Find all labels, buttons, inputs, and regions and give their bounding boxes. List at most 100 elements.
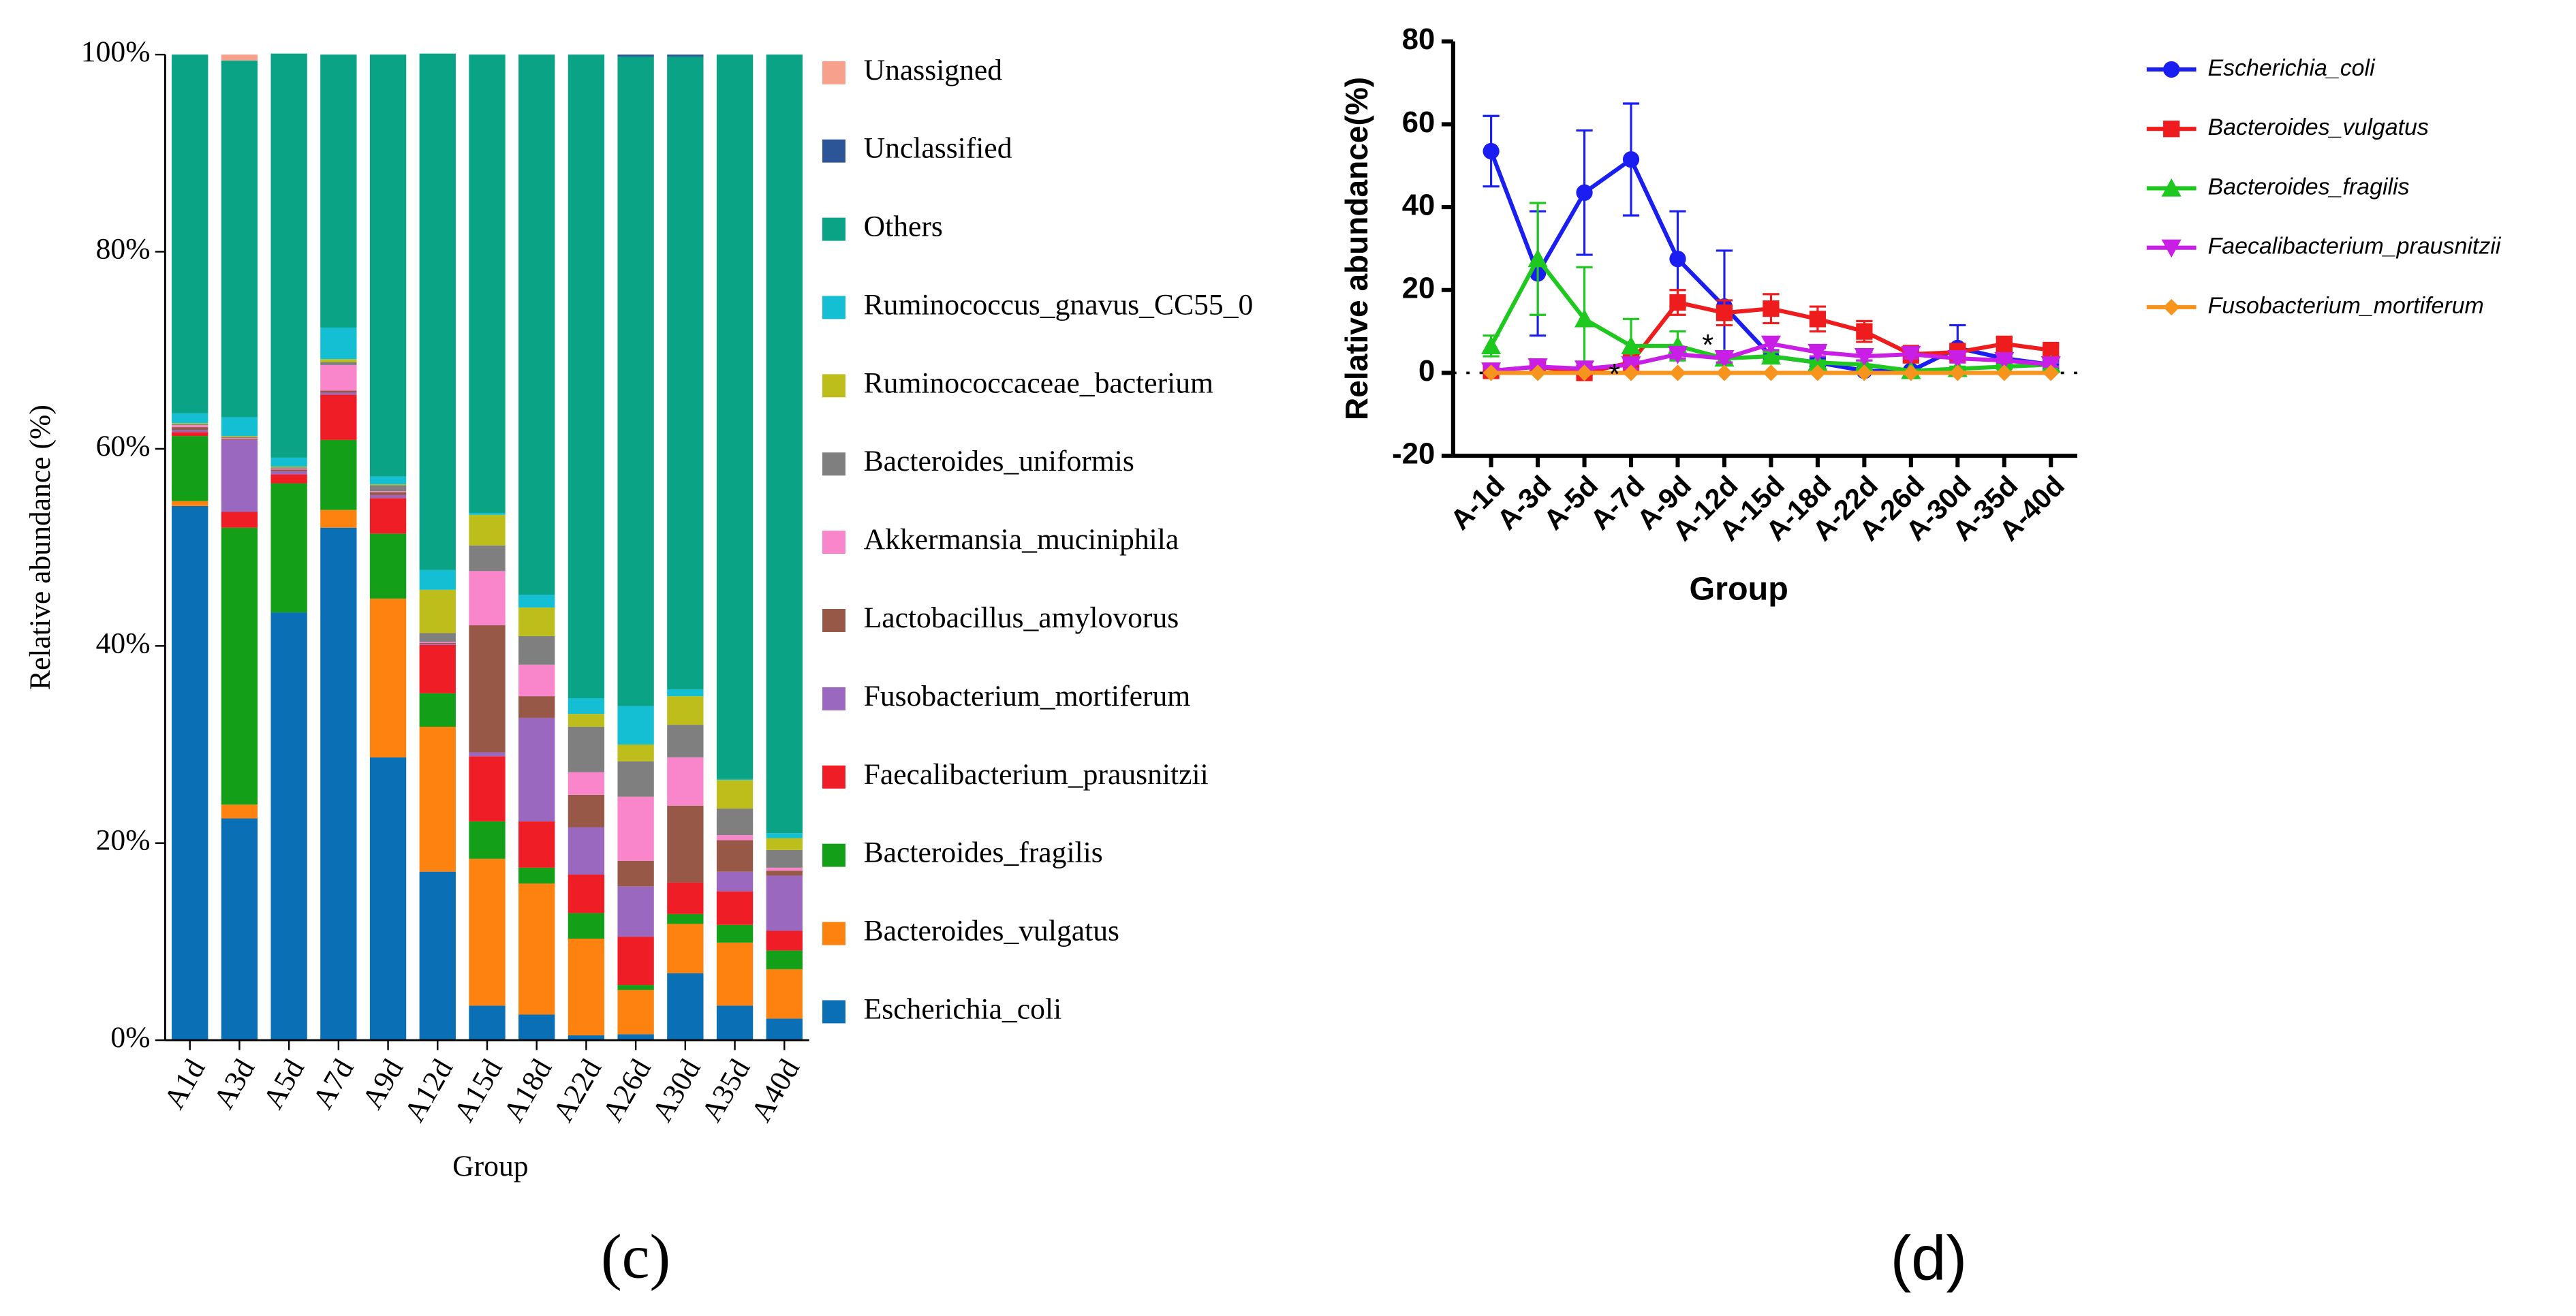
bar-segment [270,474,307,484]
bar-segment [667,54,704,57]
bar-segment [469,571,506,625]
bar-segment [518,1014,555,1041]
bar-segment [667,924,704,973]
marker [1481,336,1502,354]
marker [1996,364,2013,381]
panel-caption: (c) [601,1221,670,1291]
bar-segment [667,805,704,883]
x-tick-label: A1d [157,1054,211,1114]
bar-segment [568,726,605,772]
marker [1807,343,1828,362]
x-tick-label: A5d [257,1054,311,1114]
legend-label: Ruminococcaceae_bacterium [864,366,1213,399]
legend-label: Escherichia_coli [864,992,1062,1025]
marker [1622,151,1640,168]
legend-label: Ruminococcus_gnavus_CC55_0 [864,288,1254,321]
legend-label: Escherichia_coli [2208,55,2376,81]
bar-segment [518,607,555,636]
bar-segment [518,696,555,718]
bar-segment [419,642,456,643]
bar-segment [667,757,704,806]
bar-segment [766,867,803,871]
legend-marker [2163,121,2180,138]
marker [1716,364,1733,381]
bar-segment [667,913,704,924]
bar-segment [320,359,357,362]
marker [1483,142,1500,160]
bar-segment [469,756,506,821]
legend-label: Faecalibacterium_prausnitzii [864,758,1209,791]
bar-segment [568,939,605,1035]
bar-segment [419,644,456,693]
marker [1667,345,1688,364]
marker [1714,350,1735,369]
legend-label: Unassigned [864,54,1003,87]
bar-segment [419,642,456,644]
bar-segment [716,871,754,892]
y-axis-label: Relative abundance (%) [24,405,57,690]
bar-segment [320,54,357,328]
marker [1760,346,1781,365]
y-tick-label: 80% [96,233,151,266]
y-tick-label: 0 [1418,355,1435,388]
bar-segment [172,427,208,430]
stacked-bar-chart: A1dA3dA5dA7dA9dA12dA15dA18dA22dA26dA30dA… [24,35,1253,1291]
marker [1669,251,1686,268]
legend-marker [2161,239,2182,258]
legend-label: Unclassified [864,132,1012,165]
bar-segment [172,436,208,501]
bar-segment [617,54,654,57]
bar-segment [369,492,407,495]
bar-segment [716,942,754,1006]
bar-segment [221,527,258,805]
bar-segment [369,495,407,499]
bar-segment [766,849,803,868]
legend-marker [2161,178,2182,197]
bar-segment [766,969,803,1019]
x-tick-label: A7d [307,1054,360,1114]
legend-swatch [822,609,845,632]
bar-segment [221,54,258,61]
bar-segment [518,595,555,608]
marker [1809,311,1827,328]
bar-segment [369,484,407,486]
legend-label: Akkermansia_muciniphila [864,523,1179,556]
bar-segment [270,469,307,472]
x-tick-label: A15d [448,1054,509,1127]
legend-marker [2163,61,2180,78]
bar-segment [172,423,208,424]
legend-label: Faecalibacterium_prausnitzii [2208,234,2502,260]
bar-segment [568,772,605,795]
bar-segment [518,636,555,665]
annotation: * [1609,358,1620,391]
legend-label: Bacteroides_vulgatus [864,915,1119,947]
bar-segment [320,439,357,510]
y-tick-label: 80 [1402,23,1436,56]
bar-segment [617,1034,654,1041]
bar-segment [172,505,208,1041]
marker [1856,364,1873,381]
bar-segment [766,833,803,839]
y-tick-label: 60% [96,430,151,463]
x-tick-label: A35d [695,1054,756,1127]
legend-label: Lactobacillus_amylovorus [864,601,1179,634]
bar-segment [617,796,654,861]
bar-segment [221,437,258,438]
marker [1529,364,1547,381]
bar-segment [172,501,208,506]
marker [1994,352,2015,371]
bar-segment [369,485,407,492]
bar-segment [617,860,654,887]
bar-segment [172,424,208,426]
legend-swatch [822,843,845,867]
y-tick-label: 40 [1402,189,1436,222]
bar-segment [469,821,506,859]
bar-segment [766,871,803,876]
y-tick-label: 0% [110,1021,150,1054]
bar-segment [518,664,555,697]
bar-segment [320,392,357,395]
bar-segment [419,569,456,590]
bar-segment [469,54,506,513]
x-tick-label: A30d [646,1054,707,1127]
y-tick-label: 60 [1402,106,1436,139]
